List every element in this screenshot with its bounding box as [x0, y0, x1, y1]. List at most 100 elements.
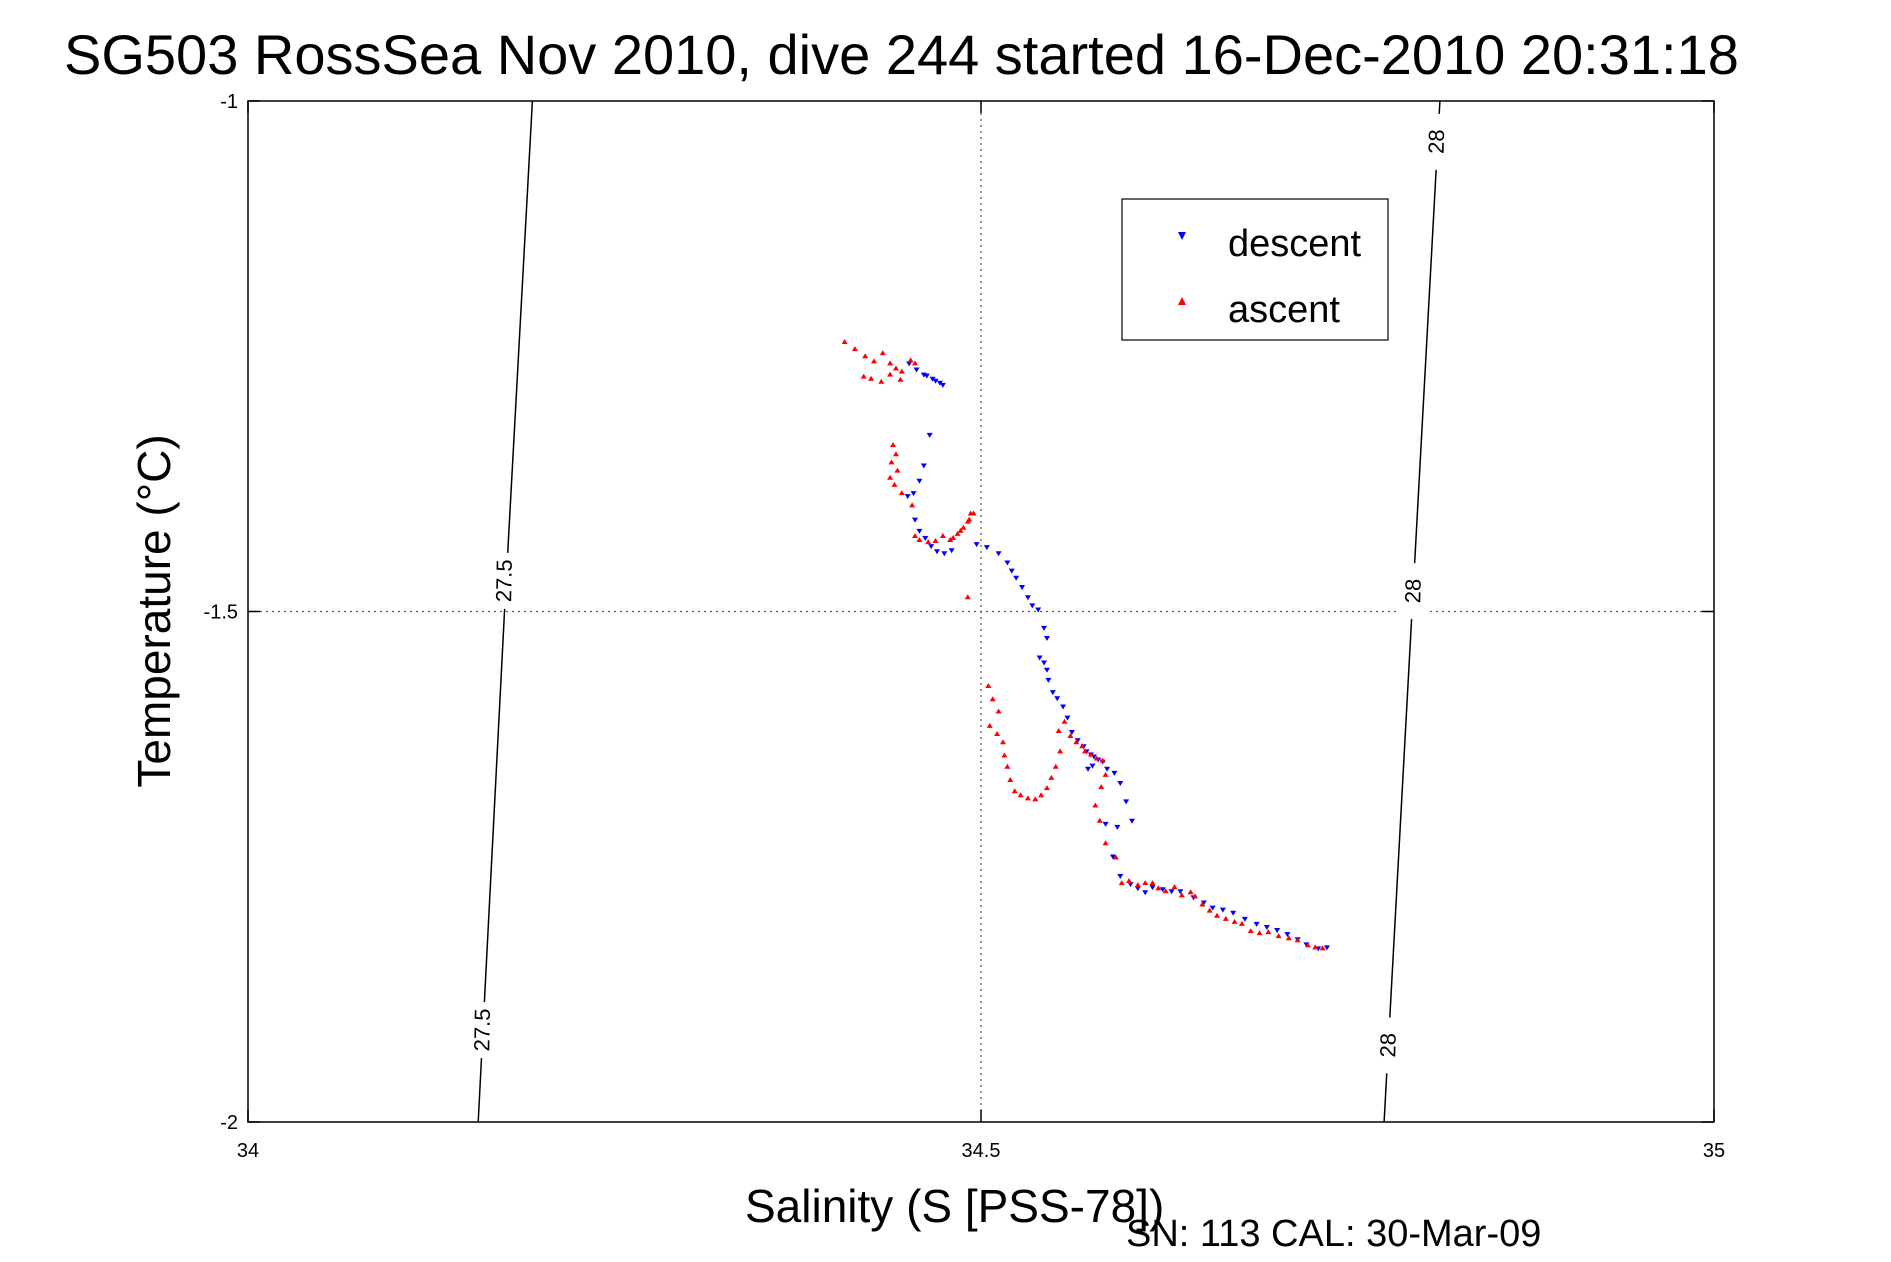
descent-point — [1041, 625, 1048, 631]
ascent-point — [1149, 880, 1156, 886]
descent-point — [1117, 873, 1124, 879]
ascent-point — [1265, 929, 1272, 935]
ascent-point — [887, 360, 894, 366]
y-tick-label: -1.5 — [204, 602, 238, 624]
ascent-point — [1017, 792, 1024, 798]
descent-point — [1263, 924, 1270, 930]
ascent-point — [892, 365, 899, 371]
descent-point — [1064, 715, 1071, 721]
descent-point — [1219, 907, 1226, 913]
ascent-point — [1096, 817, 1103, 823]
ascent-point — [1294, 937, 1301, 943]
series-descent — [904, 361, 1330, 952]
ascent-point — [1112, 854, 1119, 860]
ascent-point — [994, 731, 1001, 737]
ascent-point — [925, 539, 932, 545]
ascent-point — [1032, 796, 1039, 802]
ascent-point — [1043, 785, 1050, 791]
ascent-point — [890, 442, 897, 448]
ascent-point — [1082, 748, 1089, 754]
descent-point — [923, 373, 930, 379]
x-tick-label: 34 — [237, 1140, 259, 1162]
ascent-point — [912, 360, 919, 366]
descent-point — [1049, 690, 1056, 696]
ascent-point — [1055, 727, 1062, 733]
ascent-point — [860, 373, 867, 379]
legend-marker-descent — [1178, 232, 1186, 240]
isopycnal-label: 27.5 — [491, 559, 517, 602]
ascent-point — [1048, 774, 1055, 780]
ascent-point — [1093, 755, 1100, 761]
ascent-point — [1004, 763, 1011, 769]
descent-point — [1111, 770, 1118, 776]
y-axis-label: Temperature (°C) — [128, 434, 180, 787]
descent-point — [1043, 636, 1050, 642]
ascent-point — [887, 474, 894, 480]
descent-point — [1323, 945, 1330, 951]
ascent-point — [1067, 733, 1074, 739]
x-axis-label: Salinity (S [PSS-78]) — [745, 1180, 1164, 1232]
isopycnal-label-bg — [1422, 113, 1451, 170]
isopycnal-label: 28 — [1424, 129, 1449, 154]
descent-point — [1128, 818, 1135, 824]
legend-label-ascent: ascent — [1228, 289, 1340, 331]
descent-point — [1060, 704, 1067, 710]
ascent-point — [1319, 945, 1326, 951]
ascent-point — [1142, 880, 1149, 886]
descent-point — [1253, 921, 1260, 927]
descent-point — [1068, 729, 1075, 735]
ascent-point — [1001, 752, 1008, 758]
ascent-point — [1275, 933, 1282, 939]
ascent-point — [1126, 878, 1133, 884]
ascent-point — [1155, 885, 1162, 891]
ascent-point — [960, 524, 967, 530]
isopycnal-label-bg — [1399, 563, 1428, 620]
descent-point — [1284, 932, 1291, 938]
descent-point — [913, 367, 920, 373]
ascent-point — [1187, 889, 1194, 895]
descent-point — [928, 544, 935, 550]
descent-point — [948, 548, 955, 554]
ascent-point — [964, 594, 971, 600]
ascent-point — [970, 510, 977, 516]
ascent-point — [868, 375, 875, 381]
ascent-point — [879, 350, 886, 356]
ascent-point — [1231, 918, 1238, 924]
descent-point — [910, 491, 917, 497]
grid — [248, 101, 1714, 1122]
ascent-point — [932, 538, 939, 544]
y-tick-label: -2 — [220, 1112, 238, 1134]
isopycnal-label: 27.5 — [469, 1008, 495, 1051]
ascent-point — [841, 338, 848, 344]
ascent-point — [894, 467, 901, 473]
descent-point — [983, 545, 990, 551]
ascent-point — [912, 532, 919, 538]
legend-marker-ascent — [1178, 297, 1186, 305]
y-tick-label: -1 — [220, 91, 238, 113]
descent-point — [1019, 584, 1026, 590]
descent-point — [1043, 667, 1050, 673]
descent-point — [1036, 655, 1043, 661]
ascent-point — [957, 527, 964, 533]
ascent-point — [954, 530, 961, 536]
descent-point — [1209, 905, 1216, 911]
axis-ticks: 34 34.5 35 -2 -1.5 -1 — [204, 91, 1726, 1162]
ascent-point — [950, 534, 957, 540]
descent-point — [922, 535, 929, 541]
series-ascent — [841, 338, 1326, 951]
descent-point — [936, 380, 943, 386]
descent-point — [1159, 887, 1166, 893]
calibration-footer: SN: 113 CAL: 30-Mar-09 — [1126, 1213, 1541, 1255]
isopycnal-label-bg — [490, 552, 519, 609]
ascent-point — [1312, 944, 1319, 950]
ascent-point — [947, 537, 954, 543]
x-tick-label: 35 — [1703, 1140, 1725, 1162]
ascent-point — [1061, 718, 1068, 724]
descent-point — [939, 382, 946, 388]
ascent-point — [1222, 915, 1229, 921]
descent-point — [904, 494, 911, 500]
ascent-point — [966, 516, 973, 522]
descent-point — [1041, 660, 1048, 666]
ascent-point — [1102, 840, 1109, 846]
